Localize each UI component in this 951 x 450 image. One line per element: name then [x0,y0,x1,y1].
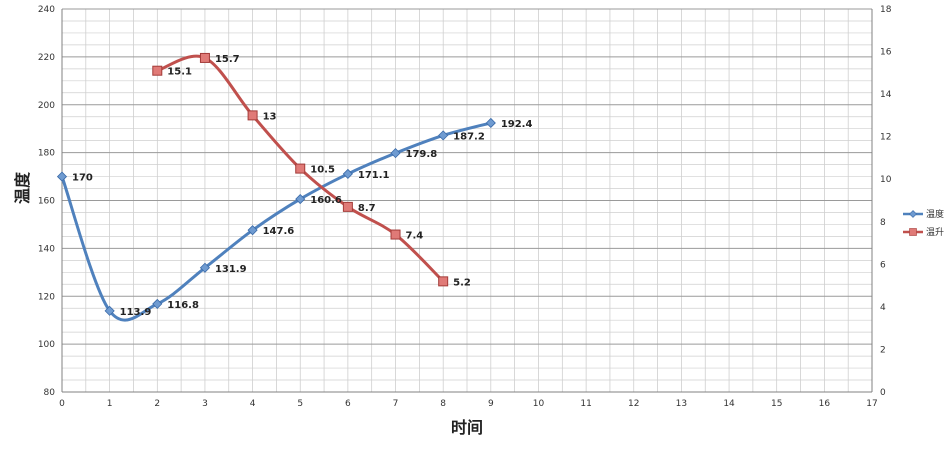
x-tick-label: 8 [440,399,446,409]
y-tick-label: 120 [38,292,55,302]
data-point [247,225,258,236]
axes: 8010012014016018020022024002468101214161… [38,5,892,409]
y-tick-label: 240 [38,5,55,15]
x-tick-label: 17 [866,399,877,409]
data-point [295,193,306,205]
y-tick-label: 160 [38,197,55,207]
legend-marker [909,210,917,218]
data-label: 113.9 [120,307,152,318]
series-group [56,52,496,322]
data-point [199,262,211,273]
legend-entry: 温升 [926,227,944,238]
x-tick-label: 6 [345,399,351,409]
data-label: 15.7 [215,54,240,65]
x-tick-label: 11 [580,399,591,409]
data-point [342,168,353,179]
data-point [152,65,163,76]
x-tick-label: 9 [488,399,494,409]
data-label: 10.5 [310,165,335,176]
data-label: 7.4 [406,231,424,242]
y2-tick-label: 2 [880,345,886,355]
data-point [295,163,306,174]
y-tick-label: 80 [44,388,56,398]
y-tick-label: 180 [38,149,55,159]
y2-tick-label: 16 [880,48,892,58]
data-label: 131.9 [215,264,247,275]
y2-tick-label: 6 [880,260,886,270]
data-label: 15.1 [167,67,192,78]
data-label: 8.7 [358,203,376,214]
data-point [56,171,68,182]
y-axis-title: 温度 [13,171,32,205]
x-tick-label: 12 [628,399,639,409]
y2-tick-label: 8 [880,218,886,228]
x-tick-label: 3 [202,399,208,409]
y-tick-label: 140 [38,244,55,254]
data-label: 179.8 [406,149,438,160]
x-tick-label: 4 [250,399,256,409]
data-point [390,229,401,240]
y2-tick-label: 10 [880,175,892,185]
data-label: 171.1 [358,170,390,181]
x-tick-label: 2 [154,399,160,409]
x-tick-label: 1 [107,399,113,409]
x-tick-label: 10 [533,399,545,409]
x-tick-label: 7 [393,399,399,409]
x-tick-label: 13 [676,399,687,409]
y2-tick-label: 18 [880,5,892,15]
y-tick-label: 100 [38,340,55,350]
data-label: 116.8 [167,300,199,311]
x-tick-label: 5 [297,399,303,409]
data-point [199,52,210,63]
y2-tick-label: 14 [880,90,892,100]
y2-tick-label: 4 [880,303,886,313]
x-tick-label: 16 [819,399,831,409]
y-tick-label: 220 [38,53,55,63]
x-axis-title: 时间 [451,418,483,437]
data-label: 192.4 [501,119,533,130]
data-point [342,201,353,212]
data-point [152,298,163,309]
x-tick-label: 0 [59,399,65,409]
data-label: 5.2 [453,277,471,288]
data-label: 187.2 [453,131,485,142]
data-point [438,276,449,287]
y-tick-label: 200 [38,101,55,111]
data-point [438,130,449,141]
y2-tick-label: 12 [880,133,891,143]
data-label: 147.6 [263,226,295,237]
data-labels: 170 113.9 116.8 131.9 147.6 160.6 171.1 179.8 18… [72,54,532,318]
data-point [390,148,401,159]
legend-marker [909,228,917,236]
data-label: 170 [72,173,93,184]
y2-tick-label: 0 [880,388,886,398]
data-point [247,110,258,121]
data-label: 13 [263,111,277,122]
data-point [104,305,115,316]
x-tick-label: 14 [723,399,735,409]
x-tick-label: 15 [771,399,782,409]
data-point [485,117,496,129]
legend-entry: 温度 [926,208,944,220]
data-label: 160.6 [310,195,342,206]
